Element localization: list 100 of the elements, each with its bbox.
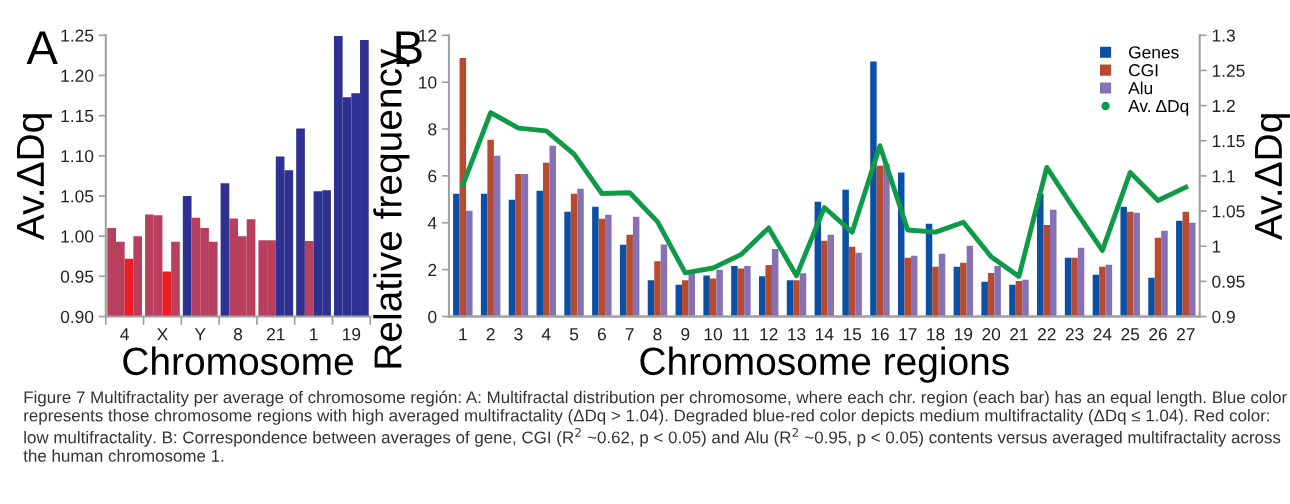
bar	[870, 61, 877, 317]
bar	[1126, 211, 1134, 317]
bar	[1022, 279, 1029, 317]
bar	[660, 244, 668, 317]
bar	[799, 273, 807, 317]
x-tick-label: 21	[267, 328, 285, 341]
bar	[1050, 209, 1057, 317]
legend-label: Av. ΔDq	[1128, 100, 1189, 116]
x-axis-title: Chromosome	[123, 346, 353, 376]
bar	[654, 261, 661, 317]
bar	[536, 190, 543, 317]
y2-tick-label: 1.1	[1212, 170, 1235, 183]
chart-title: A	[26, 31, 58, 64]
bar	[765, 264, 772, 317]
bar	[1189, 222, 1196, 317]
bar	[1037, 193, 1044, 317]
legend-label: Alu	[1128, 81, 1153, 95]
x-tick-label: 11	[733, 328, 750, 341]
x-tick-label: 23	[1065, 328, 1084, 341]
bar	[1133, 212, 1140, 317]
y-tick-label: 1.25	[61, 29, 94, 42]
y2-tick-label: 1.2	[1212, 99, 1235, 112]
bar	[1099, 266, 1106, 317]
bar	[1120, 206, 1127, 317]
x-tick-label: 9	[681, 328, 690, 341]
y-tick-label: 0	[428, 310, 437, 323]
x-tick-label: 21	[1010, 328, 1028, 341]
bar	[842, 189, 849, 317]
x-tick-label: Y	[194, 328, 206, 341]
x-tick-label: X	[157, 328, 168, 341]
x-tick-label: 14	[815, 328, 834, 341]
y-tick-label: 4	[427, 217, 437, 230]
bar	[521, 174, 529, 317]
legend-label: Genes	[1129, 46, 1179, 59]
y-tick-label: 1.10	[61, 149, 94, 163]
x-tick-label: 26	[1149, 328, 1167, 341]
x-tick-label: 10	[704, 328, 723, 341]
bar	[605, 214, 612, 317]
bar	[1064, 257, 1072, 317]
bar	[1009, 284, 1016, 317]
x-tick-label: 15	[843, 328, 862, 341]
bar	[737, 268, 745, 317]
x-axis-title: Chromosome regions	[640, 346, 1009, 383]
bar	[716, 269, 723, 317]
bar	[619, 244, 627, 317]
y-tick-label: 0.90	[60, 310, 94, 323]
bar	[883, 163, 890, 317]
bar	[960, 262, 967, 317]
x-tick-label: 1	[310, 328, 318, 341]
bar	[771, 249, 779, 317]
x-tick-label: 1	[459, 328, 467, 341]
bar	[1154, 237, 1162, 317]
bar	[543, 162, 550, 317]
y-tick-label: 1.15	[61, 109, 94, 123]
y2-axis-title: Av.ΔDq	[1255, 114, 1290, 240]
bar	[938, 253, 946, 317]
x-tick-label: 7	[625, 328, 634, 341]
bar	[1161, 230, 1168, 317]
bar	[453, 193, 460, 317]
y2-tick-label: 1	[1212, 240, 1221, 253]
x-tick-label: 6	[597, 328, 606, 341]
text: Figure 7 Multifractality per average of chromosome región: A: Multifractal distribution per chromosome, where each chr. region (each bar) has an equal length. Blue color represents those chromosome regions with high averaged multifractality (ΔDq > 1.04). Degraded blue-red color depicts medium multifractality (ΔDq ≤ 1.04). Red color: low multifractality. B: Correspondence between averages of gene, CGI (R$^{2}$ ~0.62, p < 0.05) and Alu (R$^{2}$ ~0.95, p < 0.05) contents versus averaged multifractality across the human chromosome 1.	[23, 390, 1287, 462]
y-tick-label: 8	[428, 123, 437, 136]
bar	[1182, 211, 1190, 317]
bar	[827, 234, 835, 317]
y-tick-label: 1.05	[61, 190, 94, 203]
x-tick-label: 2	[486, 328, 495, 341]
bar	[703, 275, 710, 317]
bar	[744, 266, 751, 317]
bar	[932, 266, 939, 317]
bar	[731, 266, 738, 317]
x-tick-label: 16	[871, 328, 889, 341]
x-tick-label: 18	[927, 328, 945, 341]
bar	[549, 145, 556, 317]
bar	[1148, 277, 1155, 317]
y-axis-title: Av.ΔDq	[17, 114, 52, 240]
x-tick-label: 12	[760, 328, 778, 341]
bar	[848, 246, 856, 317]
legend-label: CGI	[1129, 64, 1158, 77]
bar	[515, 174, 522, 317]
bar	[480, 193, 488, 317]
bar	[1043, 224, 1051, 317]
bar	[1071, 257, 1078, 317]
y-tick-label: 1.00	[61, 230, 94, 243]
x-tick-label: 19	[343, 328, 361, 341]
bar	[592, 206, 599, 317]
bar	[821, 240, 828, 317]
y2-tick-label: 1.15	[1212, 135, 1245, 148]
bar	[1077, 247, 1085, 317]
x-tick-label: 24	[1093, 328, 1112, 341]
y2-tick-label: 1.05	[1212, 205, 1245, 218]
x-tick-label: 8	[653, 328, 662, 341]
x-tick-label: 13	[788, 328, 806, 341]
bar	[876, 165, 884, 317]
x-tick-label: 19	[955, 328, 973, 341]
bar	[904, 257, 911, 317]
bar	[487, 139, 494, 317]
x-tick-label: 17	[899, 328, 917, 341]
y2-tick-label: 1.3	[1212, 29, 1235, 42]
bar	[577, 188, 584, 317]
